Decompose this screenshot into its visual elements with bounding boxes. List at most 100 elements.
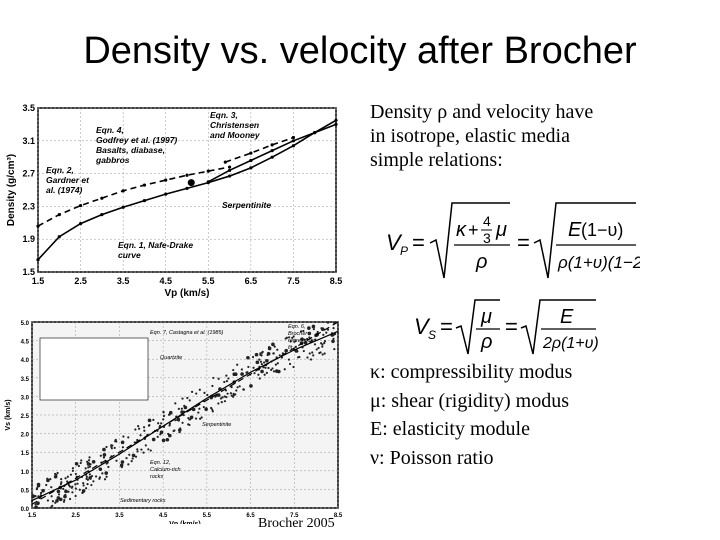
- equals-sign: =: [412, 230, 425, 255]
- data-point: [300, 337, 304, 341]
- data-point: [86, 460, 89, 463]
- vp-mu: μ: [495, 219, 507, 241]
- series-marker: [334, 122, 338, 126]
- data-point: [289, 340, 292, 343]
- data-point: [67, 490, 70, 493]
- x-tick-label: 6.5: [246, 513, 255, 519]
- chart-annotation: Eqn. 2,: [46, 165, 74, 175]
- series-marker: [223, 160, 227, 164]
- data-point: [51, 500, 55, 503]
- chart-annotation: Godfrey et al. (1997): [96, 135, 177, 145]
- chart-annotation: Eqn. 1, Nafe-Drake: [118, 240, 193, 250]
- data-point: [269, 368, 273, 372]
- series-marker: [100, 213, 104, 217]
- y-tick-label: 3.1: [22, 136, 35, 146]
- data-point: [84, 467, 87, 470]
- vp-lhs: V: [386, 230, 403, 255]
- series-line: [37, 166, 230, 227]
- x-tick-label: 3.5: [117, 276, 130, 286]
- data-point: [162, 418, 165, 421]
- series-marker: [249, 151, 253, 155]
- data-point: [60, 478, 63, 481]
- data-point: [272, 370, 276, 373]
- data-point: [64, 489, 68, 494]
- x-tick-label: 7.5: [290, 513, 299, 519]
- series-marker: [249, 158, 253, 163]
- data-point: [104, 471, 109, 475]
- data-point: [120, 440, 125, 445]
- data-point: [87, 466, 90, 469]
- x-tick-label: 8.5: [330, 276, 343, 286]
- x-tick-label: 6.5: [245, 276, 258, 286]
- x-tick-label: 4.5: [159, 513, 168, 519]
- data-point: [320, 342, 323, 345]
- data-point: [148, 424, 151, 427]
- data-point: [179, 427, 182, 430]
- data-point: [260, 351, 264, 354]
- data-point: [177, 419, 180, 422]
- data-point: [102, 453, 107, 457]
- y-tick-label: 1.5: [21, 451, 30, 457]
- vp-E: E: [568, 219, 582, 241]
- sqrt-sign: [533, 202, 636, 279]
- y-tick-label: 3.5: [21, 377, 30, 383]
- data-point: [334, 332, 337, 336]
- data-point: [221, 396, 224, 399]
- data-point: [333, 347, 336, 351]
- series-marker: [185, 173, 189, 177]
- data-point: [278, 354, 281, 357]
- data-point: [266, 351, 271, 356]
- vp-den: ρ(1+υ)(1−2υ): [557, 253, 640, 272]
- data-point: [317, 346, 320, 350]
- y-tick-label: 2.7: [22, 169, 35, 179]
- data-point: [198, 407, 201, 410]
- data-point: [217, 402, 220, 405]
- series-marker: [249, 166, 253, 170]
- data-point: [98, 467, 103, 471]
- data-point: [232, 368, 235, 372]
- data-point: [121, 446, 125, 449]
- data-point: [36, 485, 39, 488]
- vs-lhs: V: [414, 314, 431, 339]
- data-point: [332, 337, 335, 340]
- data-point: [315, 348, 318, 351]
- series-marker: [227, 168, 232, 172]
- intro-text: Density ρ and velocity have in isotrope,…: [370, 100, 670, 172]
- data-point: [227, 377, 230, 380]
- data-point: [211, 410, 214, 413]
- y-tick-label: 0.5: [21, 488, 30, 494]
- data-point: [168, 424, 171, 427]
- data-point: [284, 350, 287, 353]
- data-point: [312, 354, 315, 357]
- series-marker: [57, 213, 61, 217]
- data-point: [187, 416, 190, 420]
- data-point: [88, 465, 92, 468]
- data-point: [82, 482, 85, 485]
- y-tick-label: 5.0: [21, 321, 30, 327]
- data-point: [34, 503, 37, 506]
- vs-vp-chart: 1.5 2.5 3.5 4.5 5.5 6.5 7.5 8.5 0.0 0.5 1.0 1.5 2.0 2…: [5, 321, 343, 524]
- data-point: [134, 455, 138, 458]
- x-tick-label: 5.5: [203, 513, 212, 519]
- series-marker: [121, 205, 125, 209]
- data-point: [35, 487, 39, 490]
- series-marker: [142, 199, 147, 203]
- data-point: [203, 391, 206, 394]
- y-tick-label: 3.0: [21, 395, 30, 401]
- data-point: [34, 505, 38, 509]
- credit-text: Brocher 2005: [258, 516, 335, 531]
- data-point: [177, 407, 180, 410]
- data-point: [39, 491, 43, 495]
- chart-annotation: Calcium-rich: [150, 467, 181, 473]
- data-point: [242, 388, 245, 391]
- data-point: [134, 428, 137, 431]
- data-point: [74, 472, 77, 476]
- y-tick-label: 4.5: [21, 340, 30, 346]
- data-point: [71, 485, 74, 488]
- data-point: [294, 340, 297, 343]
- data-point: [114, 438, 117, 442]
- data-point: [320, 327, 325, 332]
- data-point: [219, 397, 223, 400]
- data-point: [251, 355, 255, 359]
- data-point: [122, 435, 125, 438]
